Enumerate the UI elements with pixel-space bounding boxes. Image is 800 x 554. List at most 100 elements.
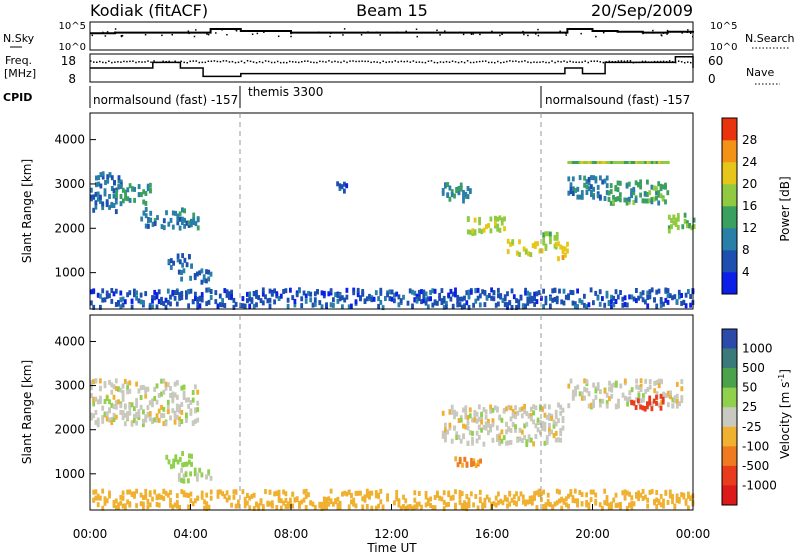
velocity-cell: [659, 493, 663, 499]
velocity-cell: [361, 504, 365, 510]
power-cell: [291, 295, 295, 301]
velocity-cell: [142, 501, 145, 507]
power-cell: [128, 183, 132, 189]
power-cell: [574, 161, 577, 164]
velocity-cell: [506, 503, 509, 509]
velocity-cell: [518, 436, 522, 442]
velocity-cell: [338, 504, 342, 510]
power-cell: [147, 218, 150, 224]
power-cell: [576, 288, 579, 294]
nsearch-point: [595, 35, 597, 38]
power-cell: [533, 296, 536, 302]
colorbar-swatch: [722, 446, 737, 467]
velocity-cell: [187, 403, 190, 409]
power-cell: [209, 289, 213, 294]
velocity-cell: [441, 430, 445, 436]
power-cell: [320, 290, 324, 296]
velocity-cell: [300, 499, 304, 505]
velocity-cell: [496, 425, 499, 431]
power-cell: [106, 178, 110, 184]
velocity-cell: [527, 434, 531, 440]
power-cell: [590, 184, 593, 190]
velocity-cell: [191, 397, 195, 403]
power-cell: [309, 291, 313, 297]
nave-point: [385, 61, 387, 64]
velocity-cell: [103, 411, 107, 417]
nsearch-point: [206, 33, 208, 35]
power-cell: [512, 294, 516, 300]
velocity-cell: [365, 488, 369, 494]
x-tick-label: 04:00: [173, 527, 208, 541]
velocity-cell: [605, 495, 609, 501]
nave-point: [635, 61, 638, 64]
nave-point: [566, 61, 568, 63]
power-cell: [424, 291, 428, 297]
velocity-cell: [180, 489, 184, 495]
velocity-cell: [182, 492, 186, 498]
power-cell: [183, 223, 186, 229]
nave-point: [228, 61, 231, 63]
velocity-cell: [166, 399, 170, 405]
velocity-cell: [468, 407, 472, 413]
velocity-cell: [641, 488, 645, 494]
velocity-cell: [639, 378, 643, 384]
velocity-cell: [166, 409, 170, 415]
power-cell: [113, 180, 116, 185]
power-cell: [463, 295, 466, 301]
velocity-cell: [397, 498, 401, 504]
power-cell: [533, 301, 536, 307]
power-cell: [451, 291, 455, 297]
nave-point: [285, 61, 288, 64]
velocity-cell: [489, 424, 492, 430]
velocity-cell: [480, 415, 483, 421]
velocity-cell: [506, 497, 509, 503]
velocity-cell: [487, 422, 490, 428]
power-cell: [519, 295, 523, 301]
power-cell: [458, 302, 462, 308]
velocity-cell: [180, 409, 184, 415]
velocity-cell: [673, 504, 677, 510]
velocity-cell: [684, 500, 688, 506]
velocity-cell: [94, 495, 98, 501]
power-cell: [460, 304, 464, 310]
colorbar-swatch: [722, 329, 737, 349]
power-cell: [578, 298, 582, 304]
nave-point: [99, 60, 101, 63]
velocity-cell: [619, 383, 623, 389]
velocity-cell: [643, 406, 647, 411]
velocity-cell: [481, 502, 484, 508]
power-cell: [341, 304, 344, 310]
power-cell: [609, 183, 613, 189]
velocity-cell: [155, 399, 159, 405]
velocity-cell: [302, 489, 306, 495]
power-cell: [325, 302, 328, 308]
power-cell: [356, 292, 360, 298]
power-cell: [193, 275, 197, 281]
power-cell: [393, 292, 396, 298]
velocity-cell: [550, 415, 554, 421]
velocity-cell: [628, 390, 632, 396]
velocity-cell: [203, 505, 206, 511]
velocity-cell: [477, 434, 481, 440]
velocity-cell: [635, 397, 638, 403]
velocity-cell: [169, 393, 172, 398]
velocity-cell: [429, 496, 432, 502]
velocity-cell: [552, 423, 556, 429]
power-cell: [506, 249, 510, 255]
velocity-cell: [146, 405, 150, 411]
velocity-cell: [117, 399, 120, 405]
power-cell: [683, 212, 687, 218]
colorbar-swatch: [722, 118, 737, 141]
velocity-cell: [571, 497, 575, 503]
velocity-cell: [327, 496, 331, 502]
velocity-cell: [491, 437, 495, 443]
velocity-cell: [189, 491, 193, 497]
power-cell: [517, 299, 521, 305]
velocity-cell: [484, 409, 488, 415]
velocity-cell: [148, 416, 152, 422]
nave-point: [671, 61, 674, 63]
nave-point: [554, 61, 556, 64]
power-cell: [546, 231, 550, 237]
velocity-cell: [485, 494, 489, 500]
velocity-cell: [491, 407, 495, 413]
